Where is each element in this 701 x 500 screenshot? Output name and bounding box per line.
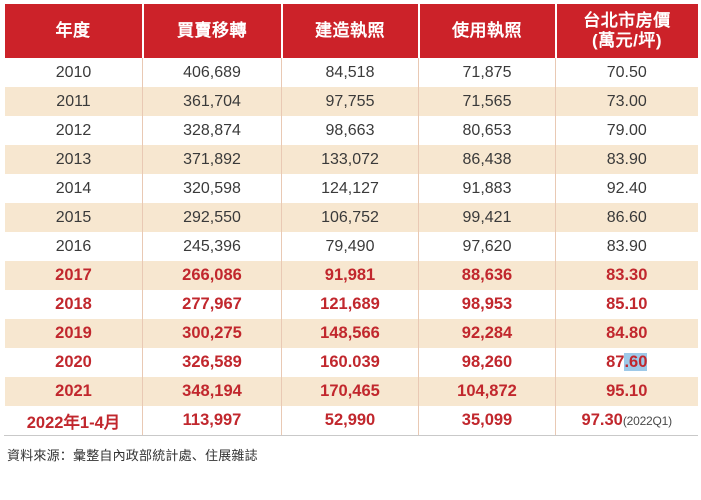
cell-transfers: 371,892 <box>142 145 282 174</box>
cell-transfers: 245,396 <box>142 232 282 261</box>
cell-transfers: 406,689 <box>142 58 282 87</box>
cell-transfers: 320,598 <box>142 174 282 203</box>
cell-taipei-price: 83.90 <box>606 237 647 255</box>
cell-year: 2014 <box>4 174 143 203</box>
cell-year: 2013 <box>4 145 143 174</box>
cell-occupancy-permits: 88,636 <box>418 261 556 290</box>
cell-occupancy-permits: 97,620 <box>418 232 556 261</box>
price-value-unselected: 87 <box>606 353 625 371</box>
cell-year: 2017 <box>4 261 143 290</box>
price-period-note: (2022Q1) <box>622 414 672 428</box>
cell-year: 2016 <box>4 232 143 261</box>
column-header-occupancy-permits: 使用執照 <box>418 4 557 58</box>
table-row: 2014 320,598 124,127 91,883 92.40 <box>4 174 698 203</box>
cell-occupancy-permits: 99,421 <box>418 203 556 232</box>
cell-occupancy-permits: 98,953 <box>418 290 556 319</box>
cell-transfers: 292,550 <box>142 203 282 232</box>
cell-taipei-price: 83.30 <box>606 266 648 284</box>
cell-occupancy-permits: 92,284 <box>418 319 556 348</box>
cell-construction-permits: 106,752 <box>281 203 419 232</box>
table-row: 2010 406,689 84,518 71,875 70.50 <box>4 58 698 87</box>
cell-construction-permits: 148,566 <box>281 319 419 348</box>
cell-taipei-price: 79.00 <box>606 121 647 139</box>
cell-occupancy-permits: 71,565 <box>418 87 556 116</box>
table-row: 2017 266,086 91,981 88,636 83.30 <box>4 261 698 290</box>
cell-taipei-price: 85.10 <box>606 295 648 313</box>
cell-occupancy-permits: 80,653 <box>418 116 556 145</box>
cell-year: 2022年1-4月 <box>4 406 143 436</box>
cell-occupancy-permits: 104,872 <box>418 377 556 406</box>
cell-year: 2020 <box>4 348 143 377</box>
cell-occupancy-permits: 71,875 <box>418 58 556 87</box>
table-row: 2020 326,589 160.039 98,260 87.60 <box>4 348 698 377</box>
cell-construction-permits: 133,072 <box>281 145 419 174</box>
cell-occupancy-permits: 98,260 <box>418 348 556 377</box>
column-header-transfers: 買賣移轉 <box>142 4 283 58</box>
cell-taipei-price: 87.60 <box>556 348 698 377</box>
cell-taipei-price: 84.80 <box>606 324 648 342</box>
cell-transfers: 348,194 <box>142 377 282 406</box>
table-row: 2018 277,967 121,689 98,953 85.10 <box>4 290 698 319</box>
table-body: 2010 406,689 84,518 71,875 70.50 2011 36… <box>4 58 698 436</box>
cell-year: 2011 <box>4 87 143 116</box>
cell-construction-permits: 97,755 <box>281 87 419 116</box>
cell-transfers: 326,589 <box>142 348 282 377</box>
cell-construction-permits: 84,518 <box>281 58 419 87</box>
price-value: 97.30 <box>581 411 623 429</box>
cell-construction-permits: 98,663 <box>281 116 419 145</box>
table-row: 2013 371,892 133,072 86,438 83.90 <box>4 145 698 174</box>
table-header: 年度 買賣移轉 建造執照 使用執照 台北市房價 (萬元/坪) <box>4 4 698 58</box>
table-row: 2021 348,194 170,465 104,872 95.10 <box>4 377 698 406</box>
cell-transfers: 113,997 <box>142 406 282 436</box>
cell-occupancy-permits: 91,883 <box>418 174 556 203</box>
table-row: 2019 300,275 148,566 92,284 84.80 <box>4 319 698 348</box>
cell-year: 2010 <box>4 58 143 87</box>
text-selection-highlight[interactable]: .60 <box>624 353 648 371</box>
cell-occupancy-permits: 86,438 <box>418 145 556 174</box>
table-row: 2015 292,550 106,752 99,421 86.60 <box>4 203 698 232</box>
cell-year: 2021 <box>4 377 143 406</box>
source-footnote: 資料來源：彙整自內政部統計處、住展雜誌 <box>7 448 258 463</box>
cell-taipei-price: 86.60 <box>606 208 647 226</box>
table-row: 2016 245,396 79,490 97,620 83.90 <box>4 232 698 261</box>
cell-taipei-price: 92.40 <box>606 179 647 197</box>
column-header-taipei-price: 台北市房價 (萬元/坪) <box>555 4 698 58</box>
cell-taipei-price: 73.00 <box>606 92 647 110</box>
cell-construction-permits: 79,490 <box>281 232 419 261</box>
cell-taipei-price: 95.10 <box>606 382 648 400</box>
cell-transfers: 361,704 <box>142 87 282 116</box>
cell-construction-permits: 52,990 <box>281 406 419 436</box>
cell-construction-permits: 121,689 <box>281 290 419 319</box>
column-header-year: 年度 <box>4 4 144 58</box>
cell-occupancy-permits: 35,099 <box>418 406 556 436</box>
cell-construction-permits: 124,127 <box>281 174 419 203</box>
table-row: 2022年1-4月 113,997 52,990 35,099 97.30(20… <box>4 406 698 436</box>
cell-construction-permits: 170,465 <box>281 377 419 406</box>
table-row: 2011 361,704 97,755 71,565 73.00 <box>4 87 698 116</box>
column-header-construction-permits: 建造執照 <box>281 4 420 58</box>
cell-transfers: 277,967 <box>142 290 282 319</box>
column-header-taipei-price-line2: (萬元/坪) <box>591 31 663 50</box>
cell-year: 2012 <box>4 116 143 145</box>
cell-taipei-price: 70.50 <box>606 63 647 81</box>
cell-taipei-price: 83.90 <box>606 150 647 168</box>
cell-construction-permits: 91,981 <box>281 261 419 290</box>
column-header-taipei-price-line1: 台北市房價 <box>583 10 671 30</box>
header-row: 年度 買賣移轉 建造執照 使用執照 台北市房價 (萬元/坪) <box>4 4 698 58</box>
cell-year: 2019 <box>4 319 143 348</box>
cell-construction-permits: 160.039 <box>281 348 419 377</box>
cell-transfers: 328,874 <box>142 116 282 145</box>
cell-transfers: 266,086 <box>142 261 282 290</box>
cell-transfers: 300,275 <box>142 319 282 348</box>
cell-year: 2018 <box>4 290 143 319</box>
housing-statistics-table: 年度 買賣移轉 建造執照 使用執照 台北市房價 (萬元/坪) 2010 406,… <box>4 4 698 436</box>
cell-year: 2015 <box>4 203 143 232</box>
table-row: 2012 328,874 98,663 80,653 79.00 <box>4 116 698 145</box>
cell-taipei-price: 97.30(2022Q1) <box>555 406 698 436</box>
